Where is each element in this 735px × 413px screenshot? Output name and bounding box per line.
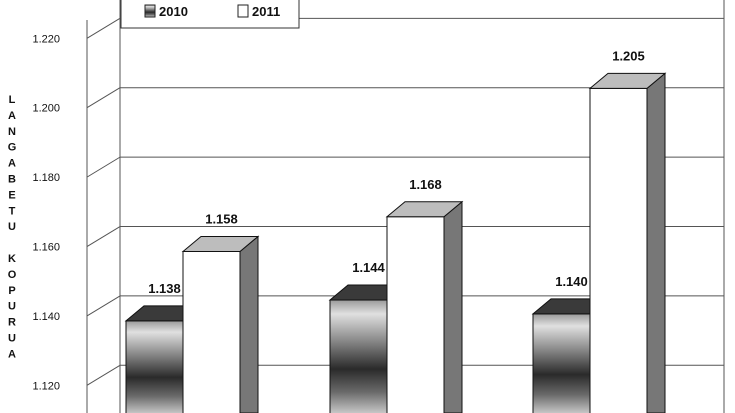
bar-front (386, 216, 445, 413)
y-tick-label: 1.160 (32, 242, 60, 254)
gridline-diagonal (86, 156, 121, 178)
data-label-2011-3: 1.205 (612, 48, 645, 63)
data-label-2010-3: 1.140 (555, 274, 588, 289)
bar-top (181, 235, 260, 252)
bar-front (329, 299, 388, 413)
bar-top (588, 72, 667, 89)
data-label-2010-2: 1.144 (352, 260, 385, 275)
gridline-diagonal (86, 295, 121, 317)
legend-swatch-2011 (237, 4, 249, 18)
y-axis-ticks: 1.120 1.140 1.160 1.180 1.200 1.220 (32, 33, 60, 392)
y-tick-label: 1.220 (32, 33, 60, 45)
data-label-2011-2: 1.168 (409, 177, 442, 192)
legend-swatch-2010 (144, 4, 156, 18)
bar-front (532, 313, 591, 413)
legend: 2010 2011 (120, 0, 300, 29)
gridline-diagonal (86, 17, 121, 39)
bar-front (589, 87, 648, 413)
data-label-2010-1: 1.138 (148, 281, 181, 296)
data-label-2011-1: 1.158 (205, 211, 238, 226)
legend-label-2011: 2011 (252, 4, 280, 19)
bar-side (646, 72, 666, 413)
bar-side (443, 200, 463, 413)
gridline-diagonal (86, 364, 121, 386)
data-labels: 1.138 1.144 1.140 1.158 1.168 1.205 (148, 48, 645, 295)
legend-label-2010: 2010 (159, 4, 188, 19)
bar-front (125, 320, 184, 413)
bar-top (385, 201, 464, 218)
y-tick-label: 1.120 (32, 380, 60, 392)
bar-2011-group-1 (181, 235, 260, 413)
bar-front (182, 250, 241, 413)
bar-2011-group-3 (588, 72, 667, 413)
bar-side (239, 235, 259, 413)
y-tick-label: 1.180 (32, 172, 60, 184)
y-tick-label: 1.140 (32, 311, 60, 323)
bar-2011-group-2 (385, 200, 464, 413)
y-tick-label: 1.200 (32, 103, 60, 115)
bars (124, 72, 667, 413)
gridline-diagonal (86, 87, 121, 109)
gridline-diagonal (86, 226, 121, 247)
